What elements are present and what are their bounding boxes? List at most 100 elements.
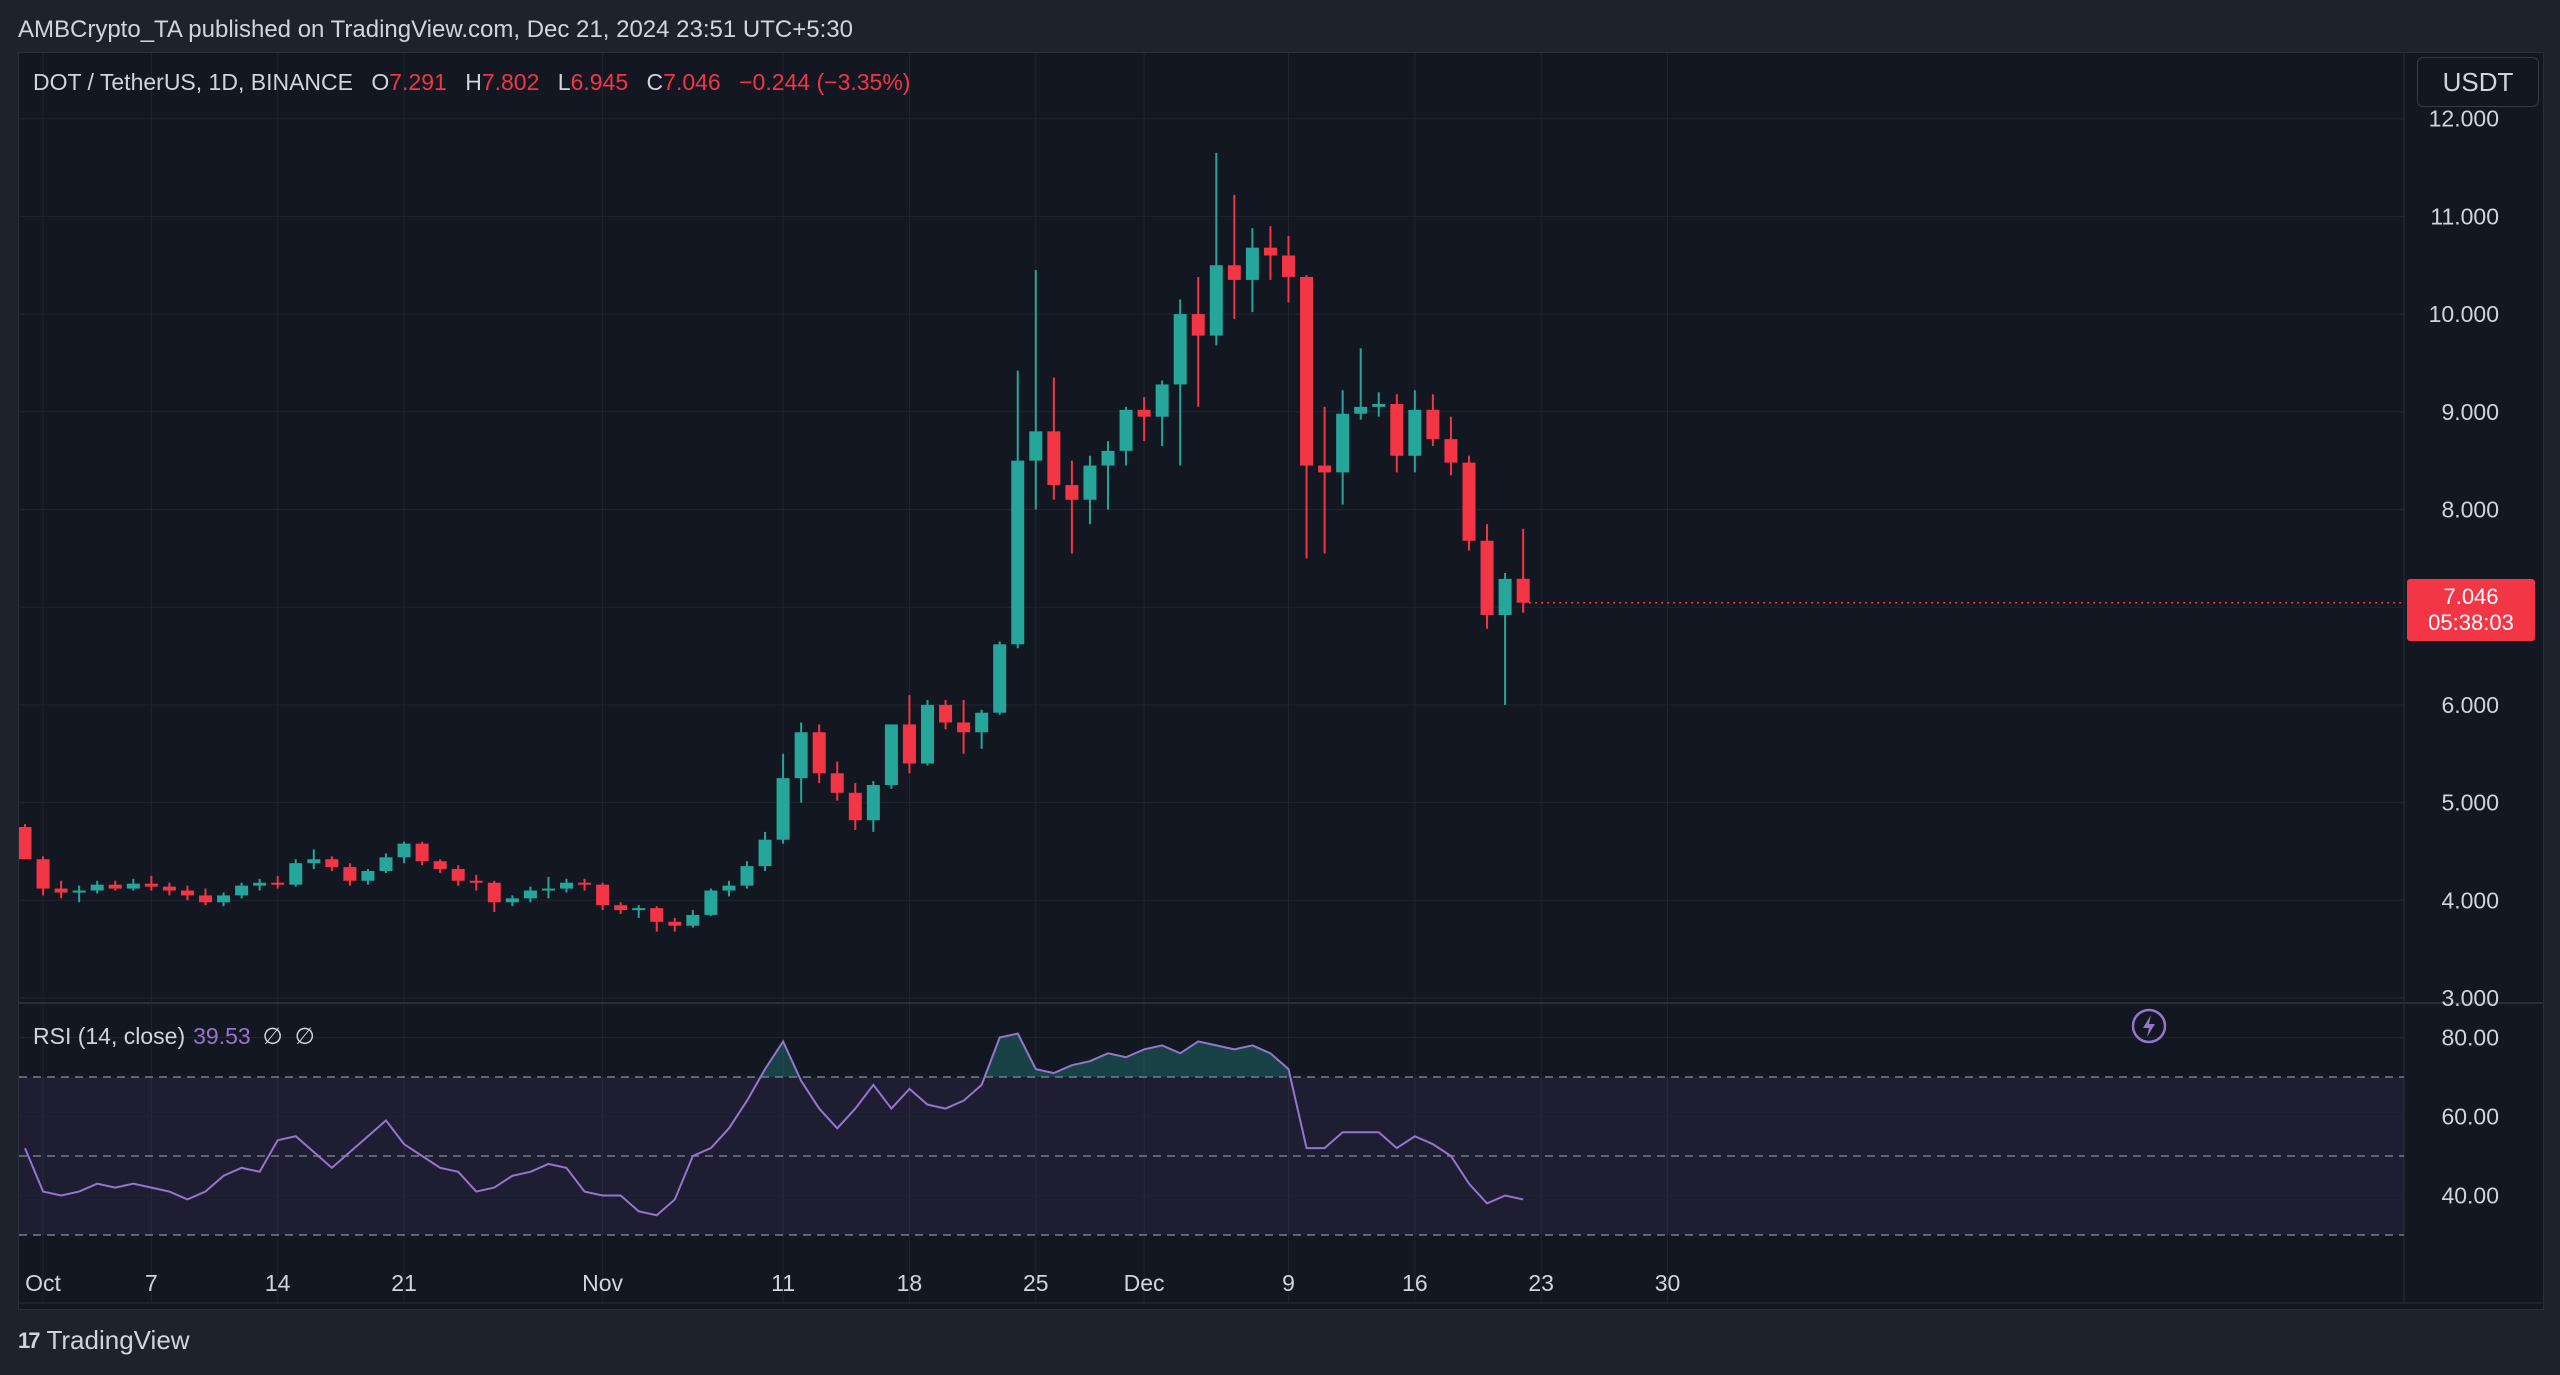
time-tick-label: 23	[1528, 1270, 1554, 1296]
time-tick-label: Nov	[582, 1270, 623, 1296]
candle-body	[1516, 578, 1530, 603]
candle-body	[1173, 314, 1187, 385]
candle-body	[343, 867, 357, 881]
candle-body	[884, 724, 898, 786]
candle-body	[686, 914, 700, 926]
candle-body	[776, 778, 790, 840]
candle-body	[975, 712, 989, 733]
chart-frame[interactable]: 3.0004.0005.0006.0007.0008.0009.00010.00…	[18, 52, 2544, 1310]
open-label: O	[371, 69, 390, 95]
rsi-layer	[24, 1032, 1524, 1217]
candle-body	[1119, 409, 1133, 451]
candle-body	[451, 869, 465, 881]
time-tick-label: 9	[1282, 1270, 1295, 1296]
candle-body	[650, 908, 664, 922]
candle-body	[794, 732, 808, 779]
currency-button[interactable]: USDT	[2417, 57, 2539, 107]
candle-body	[902, 724, 916, 764]
last-price-tag: 7.046 05:38:03	[2407, 579, 2535, 641]
candle-body	[866, 785, 880, 821]
candle-body	[578, 882, 592, 885]
candle-body	[1011, 460, 1025, 645]
close-value: 7.046	[663, 69, 721, 95]
rsi-na-2: ∅	[294, 1023, 315, 1049]
candle-body	[72, 890, 86, 893]
candle-body	[235, 885, 249, 896]
candle-body	[596, 884, 610, 906]
candle-body	[1408, 409, 1422, 456]
candle-body	[397, 843, 411, 858]
candle-body	[90, 884, 104, 891]
candle-body	[144, 883, 158, 887]
candle-body	[758, 839, 772, 867]
candle-body	[19, 827, 32, 860]
candle-body	[289, 863, 303, 885]
rsi-line	[24, 1032, 1524, 1217]
time-tick-label: 7	[145, 1270, 158, 1296]
chart-canvas[interactable]: 3.0004.0005.0006.0007.0008.0009.00010.00…	[19, 53, 2543, 1309]
candle-body	[523, 890, 537, 899]
rsi-band-layer	[19, 1037, 2404, 1236]
candle-body	[1029, 431, 1043, 461]
candle-body	[1282, 255, 1295, 277]
price-tick-label: 4.000	[2441, 887, 2499, 913]
candle-body	[1426, 409, 1440, 440]
candle-body	[668, 921, 682, 926]
rsi-legend: RSI (14, close) 39.53 ∅ ∅	[33, 1023, 315, 1050]
candle-body	[1354, 406, 1368, 414]
price-tick-label: 6.000	[2441, 692, 2499, 718]
candle-body	[1390, 403, 1404, 456]
candle-body	[1498, 578, 1512, 616]
price-tick-label: 10.000	[2429, 301, 2499, 327]
candle-body	[1137, 409, 1151, 417]
candle-body	[162, 886, 176, 891]
ohlc-legend: DOT / TetherUS, 1D, BINANCE O7.291 H7.80…	[33, 69, 910, 96]
price-tick-label: 9.000	[2441, 399, 2499, 425]
candle-body	[848, 792, 862, 821]
candle-body	[722, 885, 736, 891]
candle-body	[1462, 462, 1476, 541]
time-tick-label: 18	[897, 1270, 923, 1296]
rsi-tick-label: 40.00	[2441, 1183, 2499, 1209]
time-tick-label: 16	[1402, 1270, 1428, 1296]
candle-body	[1263, 247, 1277, 256]
candle-body	[36, 859, 50, 889]
tradingview-logo-icon: 17	[18, 1327, 41, 1353]
candle-body	[957, 722, 971, 733]
candle-body	[1065, 485, 1079, 500]
time-tick-label: 21	[391, 1270, 417, 1296]
close-label: C	[646, 69, 664, 95]
candle-body	[1318, 465, 1332, 473]
candle-body	[505, 898, 519, 903]
rsi-tick-label: 80.00	[2441, 1025, 2499, 1051]
candle-body	[307, 859, 321, 864]
candle-body	[1300, 276, 1314, 466]
lightning-icon[interactable]	[2131, 1008, 2167, 1044]
price-tick-label: 5.000	[2441, 790, 2499, 816]
candle-body	[1209, 265, 1223, 336]
time-tick-label: 14	[265, 1270, 291, 1296]
price-tick-label: 3.000	[2441, 985, 2499, 1011]
rsi-label[interactable]: RSI (14, close)	[33, 1023, 186, 1049]
open-value: 7.291	[389, 69, 447, 95]
brand-name: TradingView	[46, 1325, 190, 1355]
symbol-label[interactable]: DOT / TetherUS, 1D, BINANCE	[33, 69, 353, 95]
candle-body	[379, 857, 393, 871]
last-price: 7.046	[2443, 584, 2499, 609]
low-label: L	[557, 69, 571, 95]
candle-body	[361, 870, 375, 881]
tradingview-brand[interactable]: 17 TradingView	[18, 1325, 190, 1356]
time-tick-label: 11	[771, 1270, 795, 1296]
candle-body	[487, 882, 501, 903]
price-tick-label: 8.000	[2441, 497, 2499, 523]
candle-body	[993, 644, 1007, 713]
candle-body	[433, 861, 447, 870]
candle-body	[704, 890, 718, 915]
time-tick-label: 30	[1655, 1270, 1681, 1296]
candle-body	[740, 866, 754, 886]
candle-layer	[19, 152, 2404, 932]
candle-body	[253, 882, 267, 886]
candle-body	[1155, 384, 1169, 417]
high-value: 7.802	[481, 69, 540, 95]
candle-body	[415, 843, 429, 862]
